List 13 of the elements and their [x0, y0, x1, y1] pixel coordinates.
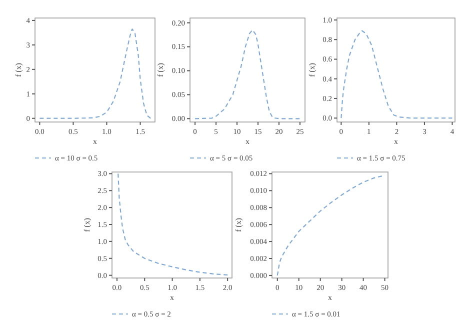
- x-axis-title: x: [246, 137, 250, 146]
- y-axis-title: f (x): [156, 62, 166, 77]
- x-axis-title: x: [328, 293, 332, 302]
- y-axis-title: f (x): [307, 62, 316, 77]
- x-axis-title: x: [170, 293, 174, 302]
- y-axis-title: f (x): [82, 218, 92, 232]
- x-axis-title: x: [93, 137, 97, 146]
- y-axis-title: f (x): [234, 218, 243, 232]
- line-series: [194, 29, 301, 120]
- line-series: [118, 173, 228, 276]
- x-axis-title: x: [394, 137, 398, 146]
- y-axis-title: f (x): [14, 62, 23, 77]
- line-series: [340, 30, 453, 119]
